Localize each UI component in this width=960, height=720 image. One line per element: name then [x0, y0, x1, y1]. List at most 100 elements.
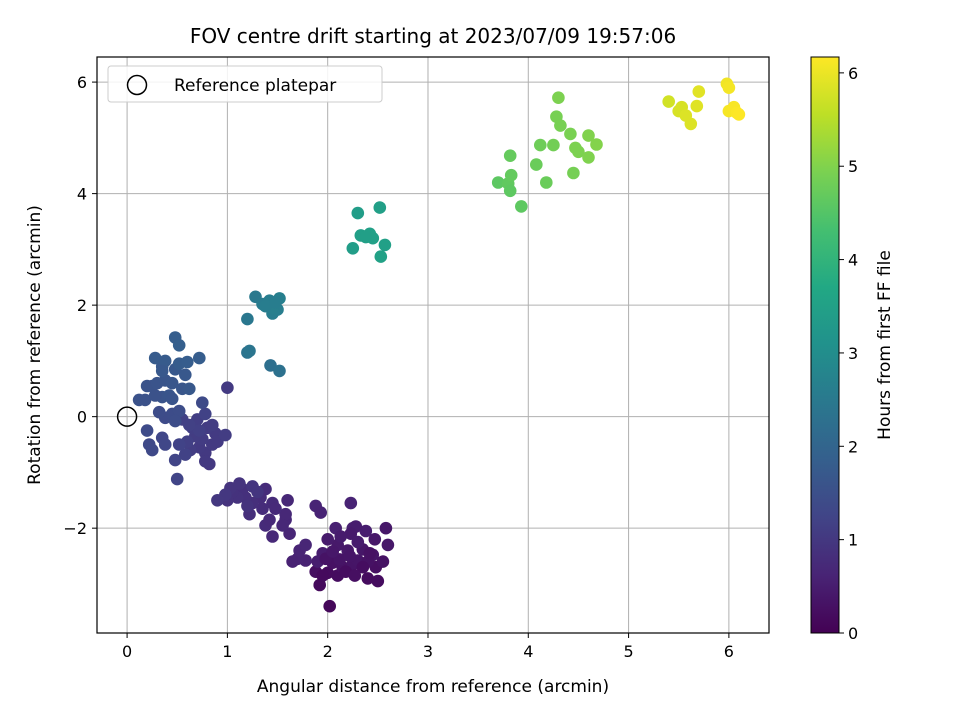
data-point: [181, 355, 194, 369]
data-point: [540, 176, 553, 189]
legend-label: Reference platepar: [174, 76, 336, 96]
data-point: [145, 443, 159, 457]
data-point: [158, 438, 172, 451]
colorbar-tick-label: 2: [848, 437, 858, 456]
data-point: [368, 533, 382, 546]
data-point: [690, 99, 704, 113]
data-point: [344, 496, 358, 510]
reference-platepar-marker: [116, 406, 138, 427]
data-point: [168, 414, 182, 428]
legend-marker-reference: [126, 74, 148, 96]
data-point: [378, 238, 392, 252]
data-point: [732, 108, 746, 121]
plot-area-border: [96, 56, 770, 634]
data-point: [373, 201, 387, 214]
data-point: [299, 538, 312, 552]
data-point: [199, 407, 212, 421]
x-tick-label: 2: [323, 642, 333, 661]
data-point: [356, 560, 370, 574]
data-point: [211, 494, 224, 507]
data-point: [170, 472, 184, 486]
data-point: [286, 555, 299, 568]
data-point: [363, 547, 377, 560]
data-point: [172, 438, 186, 451]
data-point: [193, 424, 206, 437]
y-axis-ticks: −2 0 2 4 6: [63, 73, 97, 538]
data-point: [343, 549, 357, 563]
x-axis-label: Angular distance from reference (arcmin): [257, 677, 609, 697]
data-point: [269, 296, 282, 309]
data-point: [582, 151, 595, 164]
data-point: [334, 530, 348, 543]
data-point: [199, 455, 212, 468]
data-point: [183, 418, 196, 432]
data-point: [279, 507, 292, 521]
legend: Reference platepar: [107, 65, 383, 103]
y-tick-label: −2: [63, 519, 87, 538]
data-point: [503, 149, 517, 162]
data-point: [351, 535, 365, 549]
data-point: [351, 206, 365, 220]
data-point: [530, 158, 543, 171]
data-point: [283, 527, 296, 540]
data-point: [344, 527, 358, 540]
x-axis-ticks: 0 1 2 3 4 5 6: [122, 633, 734, 661]
x-tick-label: 3: [423, 642, 433, 661]
data-point: [316, 569, 330, 582]
data-point: [554, 119, 567, 132]
colorbar-gradient: [810, 56, 840, 634]
data-point: [193, 351, 206, 365]
data-point: [172, 339, 186, 352]
data-point: [196, 396, 209, 410]
data-point: [264, 359, 277, 372]
data-point: [251, 485, 264, 499]
data-point: [359, 524, 373, 538]
data-point: [281, 494, 294, 507]
data-point: [172, 404, 186, 418]
data-point: [148, 351, 162, 365]
data-point: [273, 364, 286, 378]
data-point: [371, 574, 385, 588]
data-point: [503, 184, 517, 198]
x-tick-label: 6: [724, 642, 734, 661]
data-points: [132, 77, 746, 613]
data-point: [684, 117, 698, 131]
data-point: [155, 364, 169, 378]
data-point: [233, 477, 246, 490]
data-point: [241, 499, 254, 513]
data-point: [582, 129, 595, 142]
data-point: [165, 392, 179, 406]
data-point: [564, 127, 577, 141]
data-point: [567, 166, 580, 180]
data-point: [219, 428, 232, 442]
y-tick-label: 6: [77, 73, 87, 92]
data-point: [183, 382, 196, 396]
colorbar-tick-label: 1: [848, 531, 858, 550]
data-point: [374, 250, 388, 263]
data-point: [179, 368, 192, 382]
data-point: [534, 138, 547, 152]
data-point: [152, 405, 166, 419]
y-axis-label: Rotation from reference (arcmin): [25, 205, 45, 485]
colorbar-ticks: 0 1 2 3 4 5 6: [839, 64, 858, 643]
data-point: [179, 448, 192, 461]
colorbar-tick-label: 0: [848, 624, 858, 643]
data-point: [348, 569, 362, 582]
data-point: [722, 81, 736, 94]
data-point: [168, 453, 182, 467]
data-point: [266, 530, 279, 543]
data-point: [491, 176, 505, 189]
colorbar-tick-label: 5: [848, 157, 858, 176]
colorbar-tick-label: 3: [848, 344, 858, 363]
data-point: [359, 230, 373, 244]
data-point: [243, 344, 256, 358]
data-point: [692, 85, 706, 98]
x-tick-label: 5: [623, 642, 633, 661]
data-point: [323, 599, 337, 613]
data-point: [259, 299, 272, 313]
x-tick-label: 1: [222, 642, 232, 661]
data-point: [504, 168, 518, 182]
data-point: [552, 91, 565, 104]
y-tick-label: 0: [77, 408, 87, 427]
